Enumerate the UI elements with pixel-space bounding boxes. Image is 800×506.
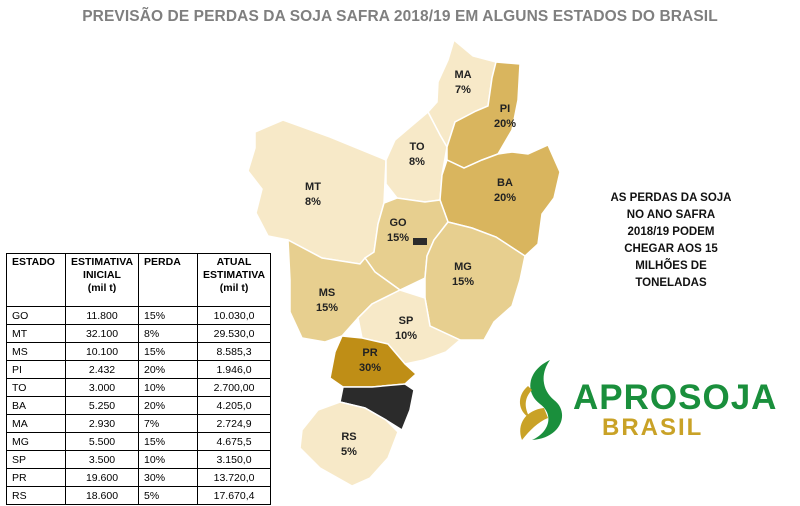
table-cell: 20%: [138, 360, 199, 379]
table-cell: 2.432: [64, 360, 140, 379]
table-row: PI 2.432 20% 1.946,0: [6, 360, 272, 379]
map-title: PREVISÃO DE PERDAS DA SOJA SAFRA 2018/19…: [82, 8, 718, 25]
table-cell: 20%: [138, 396, 199, 415]
map-label-rs: RS: [341, 431, 356, 443]
table-cell: 10%: [138, 450, 199, 469]
table-cell: MS: [6, 342, 66, 361]
table-cell: 10%: [138, 378, 199, 397]
map-loss-rs: 5%: [341, 446, 357, 458]
note-line: CHEGAR AOS 15: [624, 243, 718, 255]
state-sp[interactable]: [357, 289, 462, 365]
note-line: MILHÕES DE: [635, 260, 707, 272]
table-cell: 13.720,0: [197, 468, 272, 487]
table-cell: 2.930: [64, 414, 140, 433]
table-cell: 4.675,5: [197, 432, 272, 451]
table-cell: 4.205,0: [197, 396, 272, 415]
table-cell: 3.500: [64, 450, 140, 469]
col-estado: ESTADO: [6, 253, 66, 307]
col-atual-estimativa: ATUAL ESTIMATIVA (mil t): [197, 253, 272, 307]
table-cell: RS: [6, 486, 66, 505]
map-label-ms: MS: [319, 287, 336, 299]
map-label-go: GO: [389, 217, 407, 229]
table-cell: MG: [6, 432, 66, 451]
table-cell: 7%: [138, 414, 199, 433]
table-cell: 15%: [138, 432, 199, 451]
state-rs[interactable]: [299, 401, 399, 487]
table-cell: 15%: [138, 342, 199, 361]
map-loss-pi: 20%: [494, 118, 516, 130]
map-label-pr: PR: [362, 347, 377, 359]
table-cell: 8%: [138, 324, 199, 343]
map-loss-to: 8%: [409, 156, 425, 168]
table-cell: SP: [6, 450, 66, 469]
table-cell: 2.700,00: [197, 378, 272, 397]
map-label-ba: BA: [497, 177, 513, 189]
table-cell: 32.100: [64, 324, 140, 343]
map-label-pi: PI: [500, 103, 510, 115]
map-loss-go: 15%: [387, 232, 409, 244]
map-loss-ba: 20%: [494, 192, 516, 204]
table-row: TO 3.000 10% 2.700,00: [6, 378, 272, 397]
table-cell: 11.800: [64, 306, 140, 325]
note-line: 2018/19 PODEM: [627, 226, 715, 238]
table-cell: 15%: [138, 306, 199, 325]
table-header-row: ESTADO ESTIMATIVA INICIAL (mil t) PERDA …: [6, 253, 272, 307]
table-cell: 17.670,4: [197, 486, 272, 505]
table-cell: TO: [6, 378, 66, 397]
note-line: TONELADAS: [635, 277, 707, 289]
table-cell: 19.600: [64, 468, 140, 487]
table-cell: 29.530,0: [197, 324, 272, 343]
federal-district-marker: [413, 238, 427, 245]
map-loss-ms: 15%: [316, 302, 338, 314]
table-row: MA 2.930 7% 2.724,9: [6, 414, 272, 433]
logo-text-aprosoja: APROSOJA: [573, 378, 778, 417]
table-cell: 1.946,0: [197, 360, 272, 379]
table-row: MG 5.500 15% 4.675,5: [6, 432, 272, 451]
map-loss-ma: 7%: [455, 84, 471, 96]
map-label-ma: MA: [454, 69, 471, 81]
map-label-sp: SP: [399, 315, 414, 327]
table-row: BA 5.250 20% 4.205,0: [6, 396, 272, 415]
table-cell: GO: [6, 306, 66, 325]
table-cell: 10.030,0: [197, 306, 272, 325]
table-cell: PI: [6, 360, 66, 379]
table-cell: PR: [6, 468, 66, 487]
table-row: MS 10.100 15% 8.585,3: [6, 342, 272, 361]
table-cell: 2.724,9: [197, 414, 272, 433]
table-cell: 8.585,3: [197, 342, 272, 361]
loss-note: AS PERDAS DA SOJA NO ANO SAFRA 2018/19 P…: [600, 190, 742, 292]
table-cell: 3.000: [64, 378, 140, 397]
table-cell: 5.500: [64, 432, 140, 451]
soy-leaf-icon: [519, 360, 563, 440]
loss-table: ESTADO ESTIMATIVA INICIAL (mil t) PERDA …: [6, 253, 272, 505]
table-cell: 18.600: [64, 486, 140, 505]
col-estimativa-inicial: ESTIMATIVA INICIAL (mil t): [64, 253, 140, 307]
table-row: GO 11.800 15% 10.030,0: [6, 306, 272, 325]
table-cell: 3.150,0: [197, 450, 272, 469]
note-line: AS PERDAS DA SOJA: [610, 192, 732, 204]
table-row: PR 19.600 30% 13.720,0: [6, 468, 272, 487]
map-label-mg: MG: [454, 261, 472, 273]
table-cell: 5.250: [64, 396, 140, 415]
aprosoja-logo: APROSOJA BRASIL: [510, 356, 780, 446]
col-perda: PERDA: [138, 253, 199, 307]
table-cell: BA: [6, 396, 66, 415]
map-loss-mt: 8%: [305, 196, 321, 208]
table-cell: 10.100: [64, 342, 140, 361]
logo-text-brasil: BRASIL: [602, 414, 704, 441]
table-cell: 30%: [138, 468, 199, 487]
table-row: RS 18.600 5% 17.670,4: [6, 486, 272, 505]
table-cell: 5%: [138, 486, 199, 505]
table-row: MT 32.100 8% 29.530,0: [6, 324, 272, 343]
note-line: NO ANO SAFRA: [626, 209, 716, 221]
table-cell: MA: [6, 414, 66, 433]
map-loss-sp: 10%: [395, 330, 417, 342]
map-label-to: TO: [409, 141, 425, 153]
map-loss-pr: 30%: [359, 362, 381, 374]
map-label-mt: MT: [305, 181, 321, 193]
table-row: SP 3.500 10% 3.150,0: [6, 450, 272, 469]
map-loss-mg: 15%: [452, 276, 474, 288]
table-cell: MT: [6, 324, 66, 343]
